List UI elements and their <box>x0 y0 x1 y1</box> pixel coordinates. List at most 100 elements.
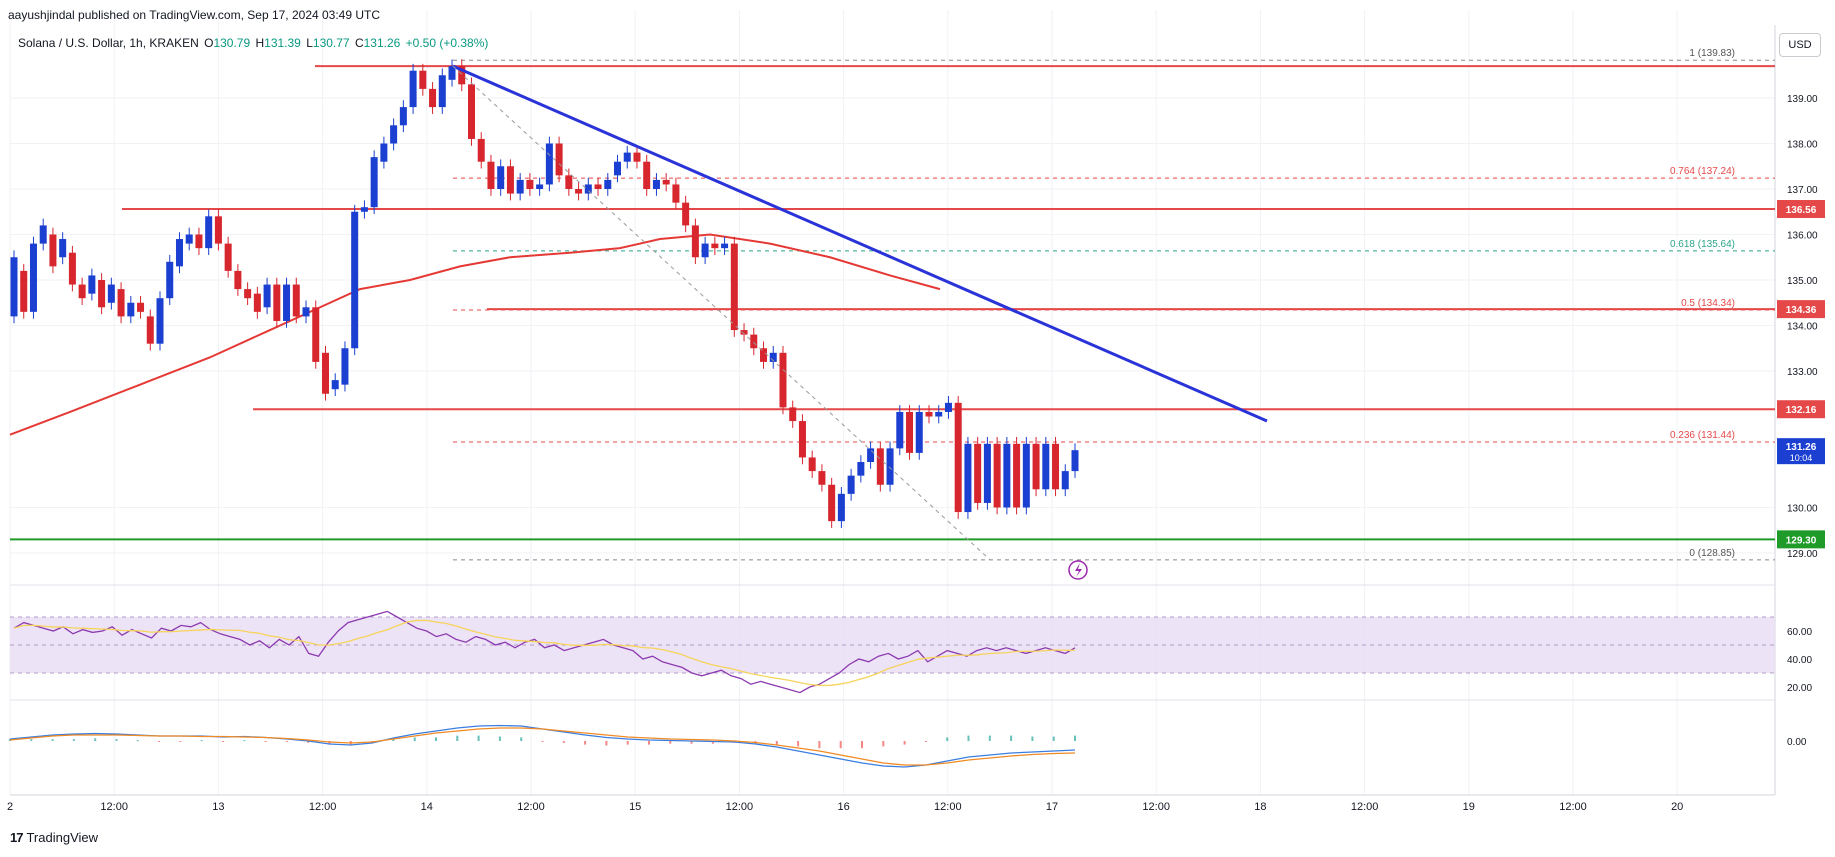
x-tick-label: 13 <box>212 801 224 813</box>
x-tick-label: 12:00 <box>309 801 337 813</box>
candle-body <box>234 270 242 290</box>
macd-histogram-bar <box>456 735 459 741</box>
candle-body <box>701 243 709 258</box>
symbol-name: Solana / U.S. Dollar, 1h, KRAKEN <box>18 36 199 50</box>
candle-body <box>117 289 125 317</box>
last-price-label: 131.26 <box>1786 442 1817 453</box>
x-tick-label: 16 <box>837 801 849 813</box>
candle-body <box>594 184 602 189</box>
candle-body <box>273 284 281 321</box>
x-tick-label: 19 <box>1463 801 1475 813</box>
candle-body <box>906 411 914 453</box>
bearish-trend-line <box>452 64 1268 423</box>
macd-histogram-bar <box>435 737 437 741</box>
candle-body <box>68 252 76 285</box>
candle-body <box>399 107 407 126</box>
candle-body <box>487 161 495 189</box>
candle-body <box>652 179 660 189</box>
candle-body <box>1032 443 1040 490</box>
macd-histogram-bar <box>669 741 672 744</box>
macd-histogram-bar <box>30 739 33 741</box>
candle-body <box>331 380 339 390</box>
x-tick-label: 12:00 <box>1559 801 1587 813</box>
candle-body <box>244 289 252 299</box>
candle-body <box>857 462 865 476</box>
candle-body <box>847 475 855 494</box>
macd-histogram-bar <box>1031 736 1034 741</box>
candle-body <box>214 216 222 244</box>
candle-body <box>390 125 398 144</box>
candle-body <box>292 284 300 317</box>
candle-body <box>643 161 651 189</box>
candle-body <box>224 243 232 271</box>
macd-histogram-bar <box>94 738 97 741</box>
fib-level-label: 0.764 (137.24) <box>1670 166 1735 177</box>
candle-body <box>730 243 738 331</box>
symbol-legend: Solana / U.S. Dollar, 1h, KRAKEN O130.79… <box>18 36 488 50</box>
candle-body <box>59 239 67 258</box>
moving-average-line <box>9 233 941 436</box>
alert-lightning-icon <box>1068 560 1088 580</box>
macd-histogram-bar <box>285 741 288 742</box>
x-tick-label: 2 <box>7 801 13 813</box>
currency-button[interactable]: USD <box>1779 33 1821 57</box>
candle-body <box>876 448 884 485</box>
candle-body <box>458 66 466 85</box>
candle-body <box>526 179 534 189</box>
candle-body <box>837 493 845 522</box>
rsi-ma-line <box>13 619 1075 687</box>
rsi-tick-label: 40.00 <box>1787 655 1812 666</box>
macd-histogram-bar <box>626 741 629 745</box>
x-tick-label: 12:00 <box>100 801 128 813</box>
candle-body <box>867 448 875 462</box>
macd-histogram-bar <box>200 740 203 742</box>
macd-histogram-bar <box>115 739 118 741</box>
macd-histogram-bar <box>1010 735 1013 741</box>
candle-body <box>614 161 622 176</box>
candle-body <box>39 225 47 244</box>
high-label: H <box>255 36 265 50</box>
level-price-tag <box>1777 300 1825 319</box>
candle-body <box>672 184 680 203</box>
macd-histogram-bar <box>988 735 991 741</box>
x-tick-label: 15 <box>629 801 641 813</box>
candle-body <box>29 243 37 312</box>
y-tick-label: 133.00 <box>1787 367 1818 378</box>
candle-body <box>1052 443 1060 490</box>
candle-body <box>283 284 291 321</box>
candle-body <box>195 234 203 249</box>
macd-histogram-bar <box>839 741 842 749</box>
candle-body <box>98 280 106 308</box>
x-tick-label: 12:00 <box>934 801 962 813</box>
candle-body <box>360 207 368 212</box>
candle-body <box>302 307 310 317</box>
macd-histogram-bar <box>222 741 224 742</box>
candle-body <box>964 443 972 513</box>
macd-histogram-bar <box>861 741 863 749</box>
level-price-tag <box>1777 530 1825 549</box>
rsi-tick-label: 60.00 <box>1787 627 1812 638</box>
macd-histogram-bar <box>584 741 587 745</box>
bar-countdown-label: 10:04 <box>1790 453 1813 463</box>
candle-body <box>798 421 806 458</box>
candle-body <box>565 175 573 189</box>
candle-body <box>974 443 982 503</box>
open-label: O <box>204 36 214 50</box>
tradingview-logo-icon: 17 <box>10 830 24 845</box>
y-tick-label: 137.00 <box>1787 185 1818 196</box>
candle-body <box>497 166 505 189</box>
macd-histogram-bar <box>179 741 182 742</box>
candle-body <box>137 302 145 312</box>
macd-histogram-bar <box>775 741 778 745</box>
macd-histogram-bar <box>541 741 544 742</box>
candle-body <box>662 179 670 185</box>
macd-histogram-bar <box>520 737 523 741</box>
macd-histogram-bar <box>648 741 650 745</box>
candle-body <box>896 411 904 449</box>
candle-body <box>351 211 359 349</box>
candle-body <box>467 84 475 139</box>
candle-body <box>545 143 553 185</box>
macd-histogram-bar <box>562 741 565 743</box>
candle-body <box>166 261 174 299</box>
